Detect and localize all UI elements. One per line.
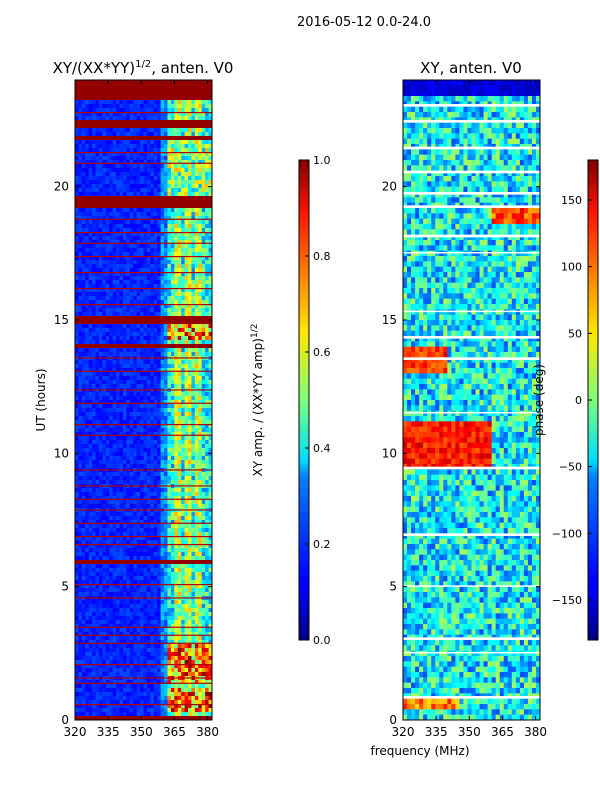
phase-panel-title: XY, anten. V0: [420, 59, 522, 77]
phase-y-tick-label: 5: [389, 580, 397, 594]
phase-y-tick-label: 0: [389, 713, 397, 727]
colorbar-tick-label: −100: [552, 527, 582, 540]
frequency-axis-label: frequency (MHz): [370, 744, 469, 758]
colorbar-tick-label: 100: [561, 261, 582, 274]
amplitude-y-tick-label: 20: [54, 180, 69, 194]
amplitude-axes: 320 335 350 365 380 0 5 10 15 20: [54, 80, 219, 739]
colorbar-tick-label: 1.0: [313, 154, 331, 167]
colorbar-tick-label: 150: [561, 194, 582, 207]
amplitude-y-tick-label: 10: [54, 446, 69, 460]
phase-colorbar-ticks: 150 100 50 0 −50 −100 −150: [552, 194, 592, 607]
amplitude-colorbar-ticks: 0.0 0.2 0.4 0.6 0.8 1.0: [305, 154, 331, 647]
phase-plot-frame: [402, 79, 541, 721]
colorbar-tick-label: −150: [552, 594, 582, 607]
amplitude-y-tick-label: 5: [61, 580, 69, 594]
amplitude-y-axis-label: UT (hours): [34, 368, 48, 431]
phase-y-tick-label: 15: [382, 313, 397, 327]
colorbar-tick-label: 0.4: [313, 442, 331, 455]
phase-y-tick-label: 20: [382, 180, 397, 194]
colorbar-tick-label: 0.8: [313, 250, 331, 263]
phase-x-tick-label: 380: [524, 725, 547, 739]
phase-x-tick-label: 320: [392, 725, 415, 739]
amplitude-panel-title: XY/(XX*YY)1/2, anten. V0: [53, 59, 234, 77]
amplitude-colorbar: 0.0 0.2 0.4 0.6 0.8 1.0 XY amp. / (XX*YY amp)…: [250, 154, 331, 647]
phase-y-tick-label: 10: [382, 446, 397, 460]
colorbar-tick-label: 0.6: [313, 346, 331, 359]
phase-x-tick-label: 335: [425, 725, 448, 739]
amplitude-heatmap: [75, 80, 212, 720]
colorbar-tick-label: 0.2: [313, 538, 331, 551]
colorbar-tick-label: 50: [568, 327, 582, 340]
phase-x-tick-label: 365: [491, 725, 514, 739]
phase-x-tick-label: 350: [458, 725, 481, 739]
amplitude-colorbar-label: XY amp. / (XX*YY amp)1/2: [250, 324, 265, 477]
amplitude-colorbar-gradient: [298, 159, 310, 641]
phase-colorbar: 150 100 50 0 −50 −100 −150 phase (deg): [532, 159, 599, 641]
figure-title: 2016-05-12 0.0-24.0: [297, 15, 431, 30]
phase-colorbar-label: phase (deg): [532, 364, 546, 436]
colorbar-tick-label: 0.0: [313, 634, 331, 647]
amplitude-plot-frame: [74, 79, 213, 721]
amplitude-x-tick-label: 335: [97, 725, 120, 739]
amplitude-y-tick-label: 0: [61, 713, 69, 727]
colorbar-tick-label: 0: [575, 394, 582, 407]
amplitude-x-tick-label: 365: [163, 725, 186, 739]
phase-axes: 320 335 350 365 380 0 5 10 15 20: [382, 80, 547, 739]
amplitude-x-tick-label: 350: [130, 725, 153, 739]
amplitude-x-tick-label: 320: [64, 725, 87, 739]
phase-heatmap: [403, 80, 540, 720]
amplitude-x-tick-label: 380: [196, 725, 219, 739]
amplitude-y-tick-label: 15: [54, 313, 69, 327]
colorbar-tick-label: −50: [559, 461, 582, 474]
amplitude-panel: XY/(XX*YY)1/2, anten. V0 320 335 350 365 380…: [34, 59, 233, 739]
phase-panel: XY, anten. V0 320 335 350 365 380 0 5 10 15 20 fr…: [370, 59, 547, 758]
